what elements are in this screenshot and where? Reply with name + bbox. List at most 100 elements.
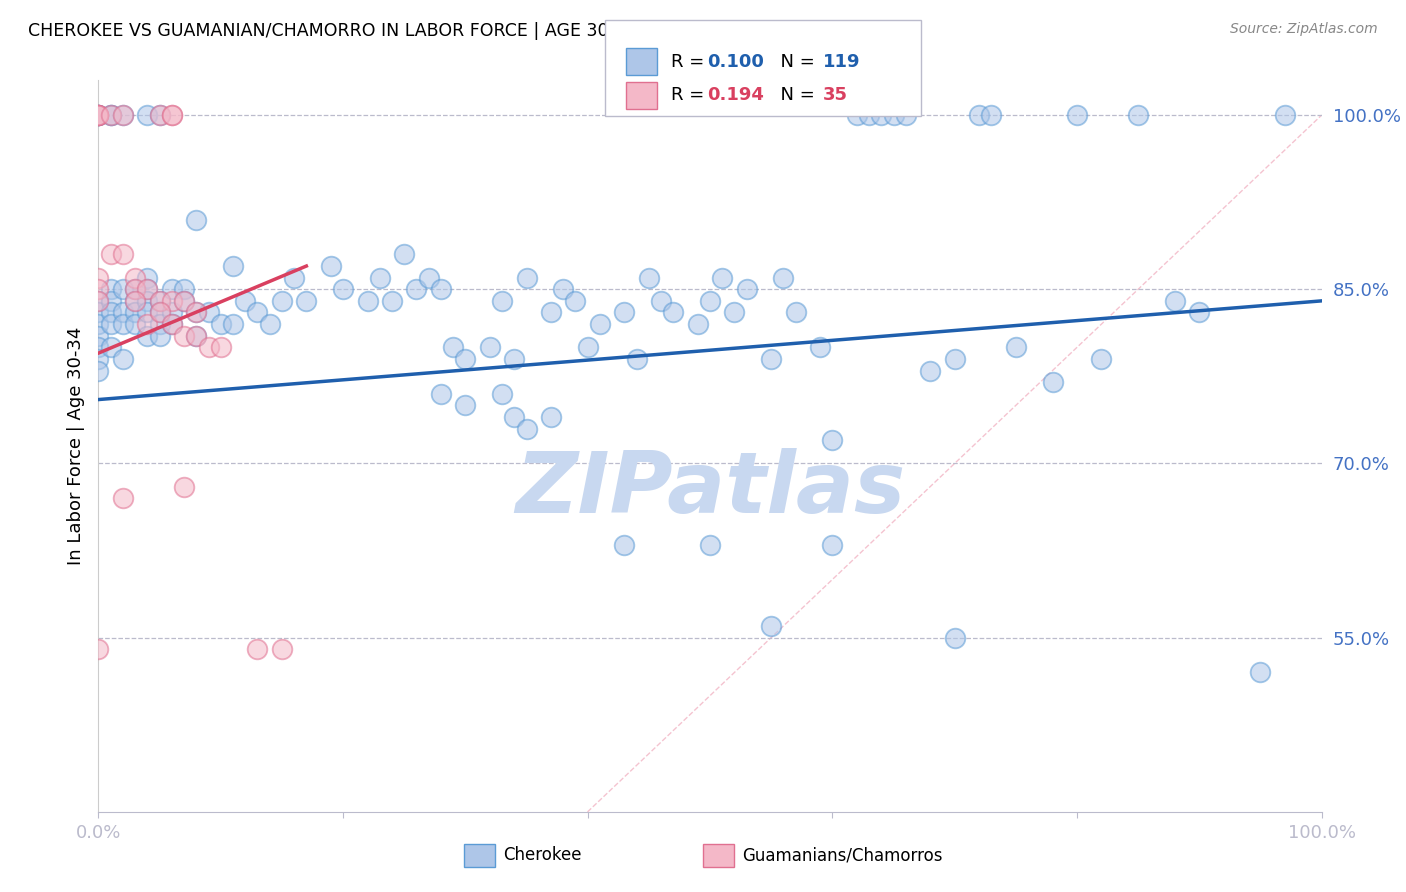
Point [160, 317, 183, 331]
Point [100, 317, 122, 331]
Point [589, 317, 612, 331]
Point [124, 282, 146, 296]
Point [173, 328, 195, 343]
Point [87, 328, 110, 343]
Point [124, 305, 146, 319]
Point [173, 293, 195, 308]
Point [173, 282, 195, 296]
Point [491, 293, 513, 308]
Point [491, 386, 513, 401]
Point [87, 351, 110, 366]
Point [870, 108, 893, 122]
Point [124, 270, 146, 285]
Point [1004, 340, 1026, 354]
Text: 35: 35 [823, 87, 848, 104]
Text: Guamanians/Chamorros: Guamanians/Chamorros [742, 847, 943, 864]
Point [87, 293, 110, 308]
Point [699, 293, 721, 308]
Point [233, 293, 256, 308]
Point [136, 305, 159, 319]
Text: 0.194: 0.194 [707, 87, 763, 104]
Text: Cherokee: Cherokee [503, 847, 582, 864]
Point [735, 282, 758, 296]
Point [111, 108, 134, 122]
Point [100, 108, 122, 122]
Point [222, 259, 245, 273]
Point [149, 328, 172, 343]
Point [503, 351, 526, 366]
Point [173, 293, 195, 308]
Point [613, 538, 636, 552]
Point [503, 409, 526, 424]
Point [418, 270, 440, 285]
Point [124, 293, 146, 308]
Point [381, 293, 404, 308]
Point [1128, 108, 1150, 122]
Point [149, 305, 172, 319]
Point [87, 293, 110, 308]
Point [540, 409, 562, 424]
Point [111, 317, 134, 331]
Point [87, 642, 110, 657]
Point [136, 282, 159, 296]
Point [186, 328, 208, 343]
Point [160, 317, 183, 331]
Point [1188, 305, 1211, 319]
Point [894, 108, 917, 122]
Point [209, 340, 232, 354]
Point [87, 108, 110, 122]
Point [821, 433, 844, 447]
Point [100, 293, 122, 308]
Point [246, 642, 269, 657]
Point [197, 340, 219, 354]
Point [136, 282, 159, 296]
Point [392, 247, 416, 261]
Point [186, 305, 208, 319]
Point [711, 270, 734, 285]
Point [100, 305, 122, 319]
Point [100, 108, 122, 122]
Point [100, 340, 122, 354]
Point [515, 270, 537, 285]
Point [943, 351, 966, 366]
Text: 119: 119 [823, 53, 860, 70]
Text: N =: N = [769, 87, 821, 104]
Point [454, 351, 477, 366]
Point [1042, 375, 1064, 389]
Point [87, 108, 110, 122]
Point [368, 270, 391, 285]
Point [283, 270, 305, 285]
Text: N =: N = [769, 53, 821, 70]
Point [111, 351, 134, 366]
Point [111, 305, 134, 319]
Text: R =: R = [671, 53, 710, 70]
Point [149, 293, 172, 308]
Point [430, 386, 453, 401]
Point [87, 108, 110, 122]
Point [1090, 351, 1112, 366]
Y-axis label: In Labor Force | Age 30-34: In Labor Force | Age 30-34 [66, 326, 84, 566]
Point [136, 293, 159, 308]
Point [149, 305, 172, 319]
Point [100, 247, 122, 261]
Point [319, 259, 342, 273]
Point [686, 317, 709, 331]
Point [87, 108, 110, 122]
Text: CHEROKEE VS GUAMANIAN/CHAMORRO IN LABOR FORCE | AGE 30-34 CORRELATION CHART: CHEROKEE VS GUAMANIAN/CHAMORRO IN LABOR … [28, 22, 831, 40]
Point [332, 282, 354, 296]
Point [821, 538, 844, 552]
Point [540, 305, 562, 319]
Point [160, 108, 183, 122]
Point [124, 293, 146, 308]
Point [699, 538, 721, 552]
Point [943, 631, 966, 645]
Point [785, 305, 807, 319]
Point [87, 305, 110, 319]
Point [845, 108, 868, 122]
Point [1066, 108, 1088, 122]
Point [270, 293, 294, 308]
Point [1274, 108, 1296, 122]
Point [160, 305, 183, 319]
Point [259, 317, 281, 331]
Point [209, 317, 232, 331]
